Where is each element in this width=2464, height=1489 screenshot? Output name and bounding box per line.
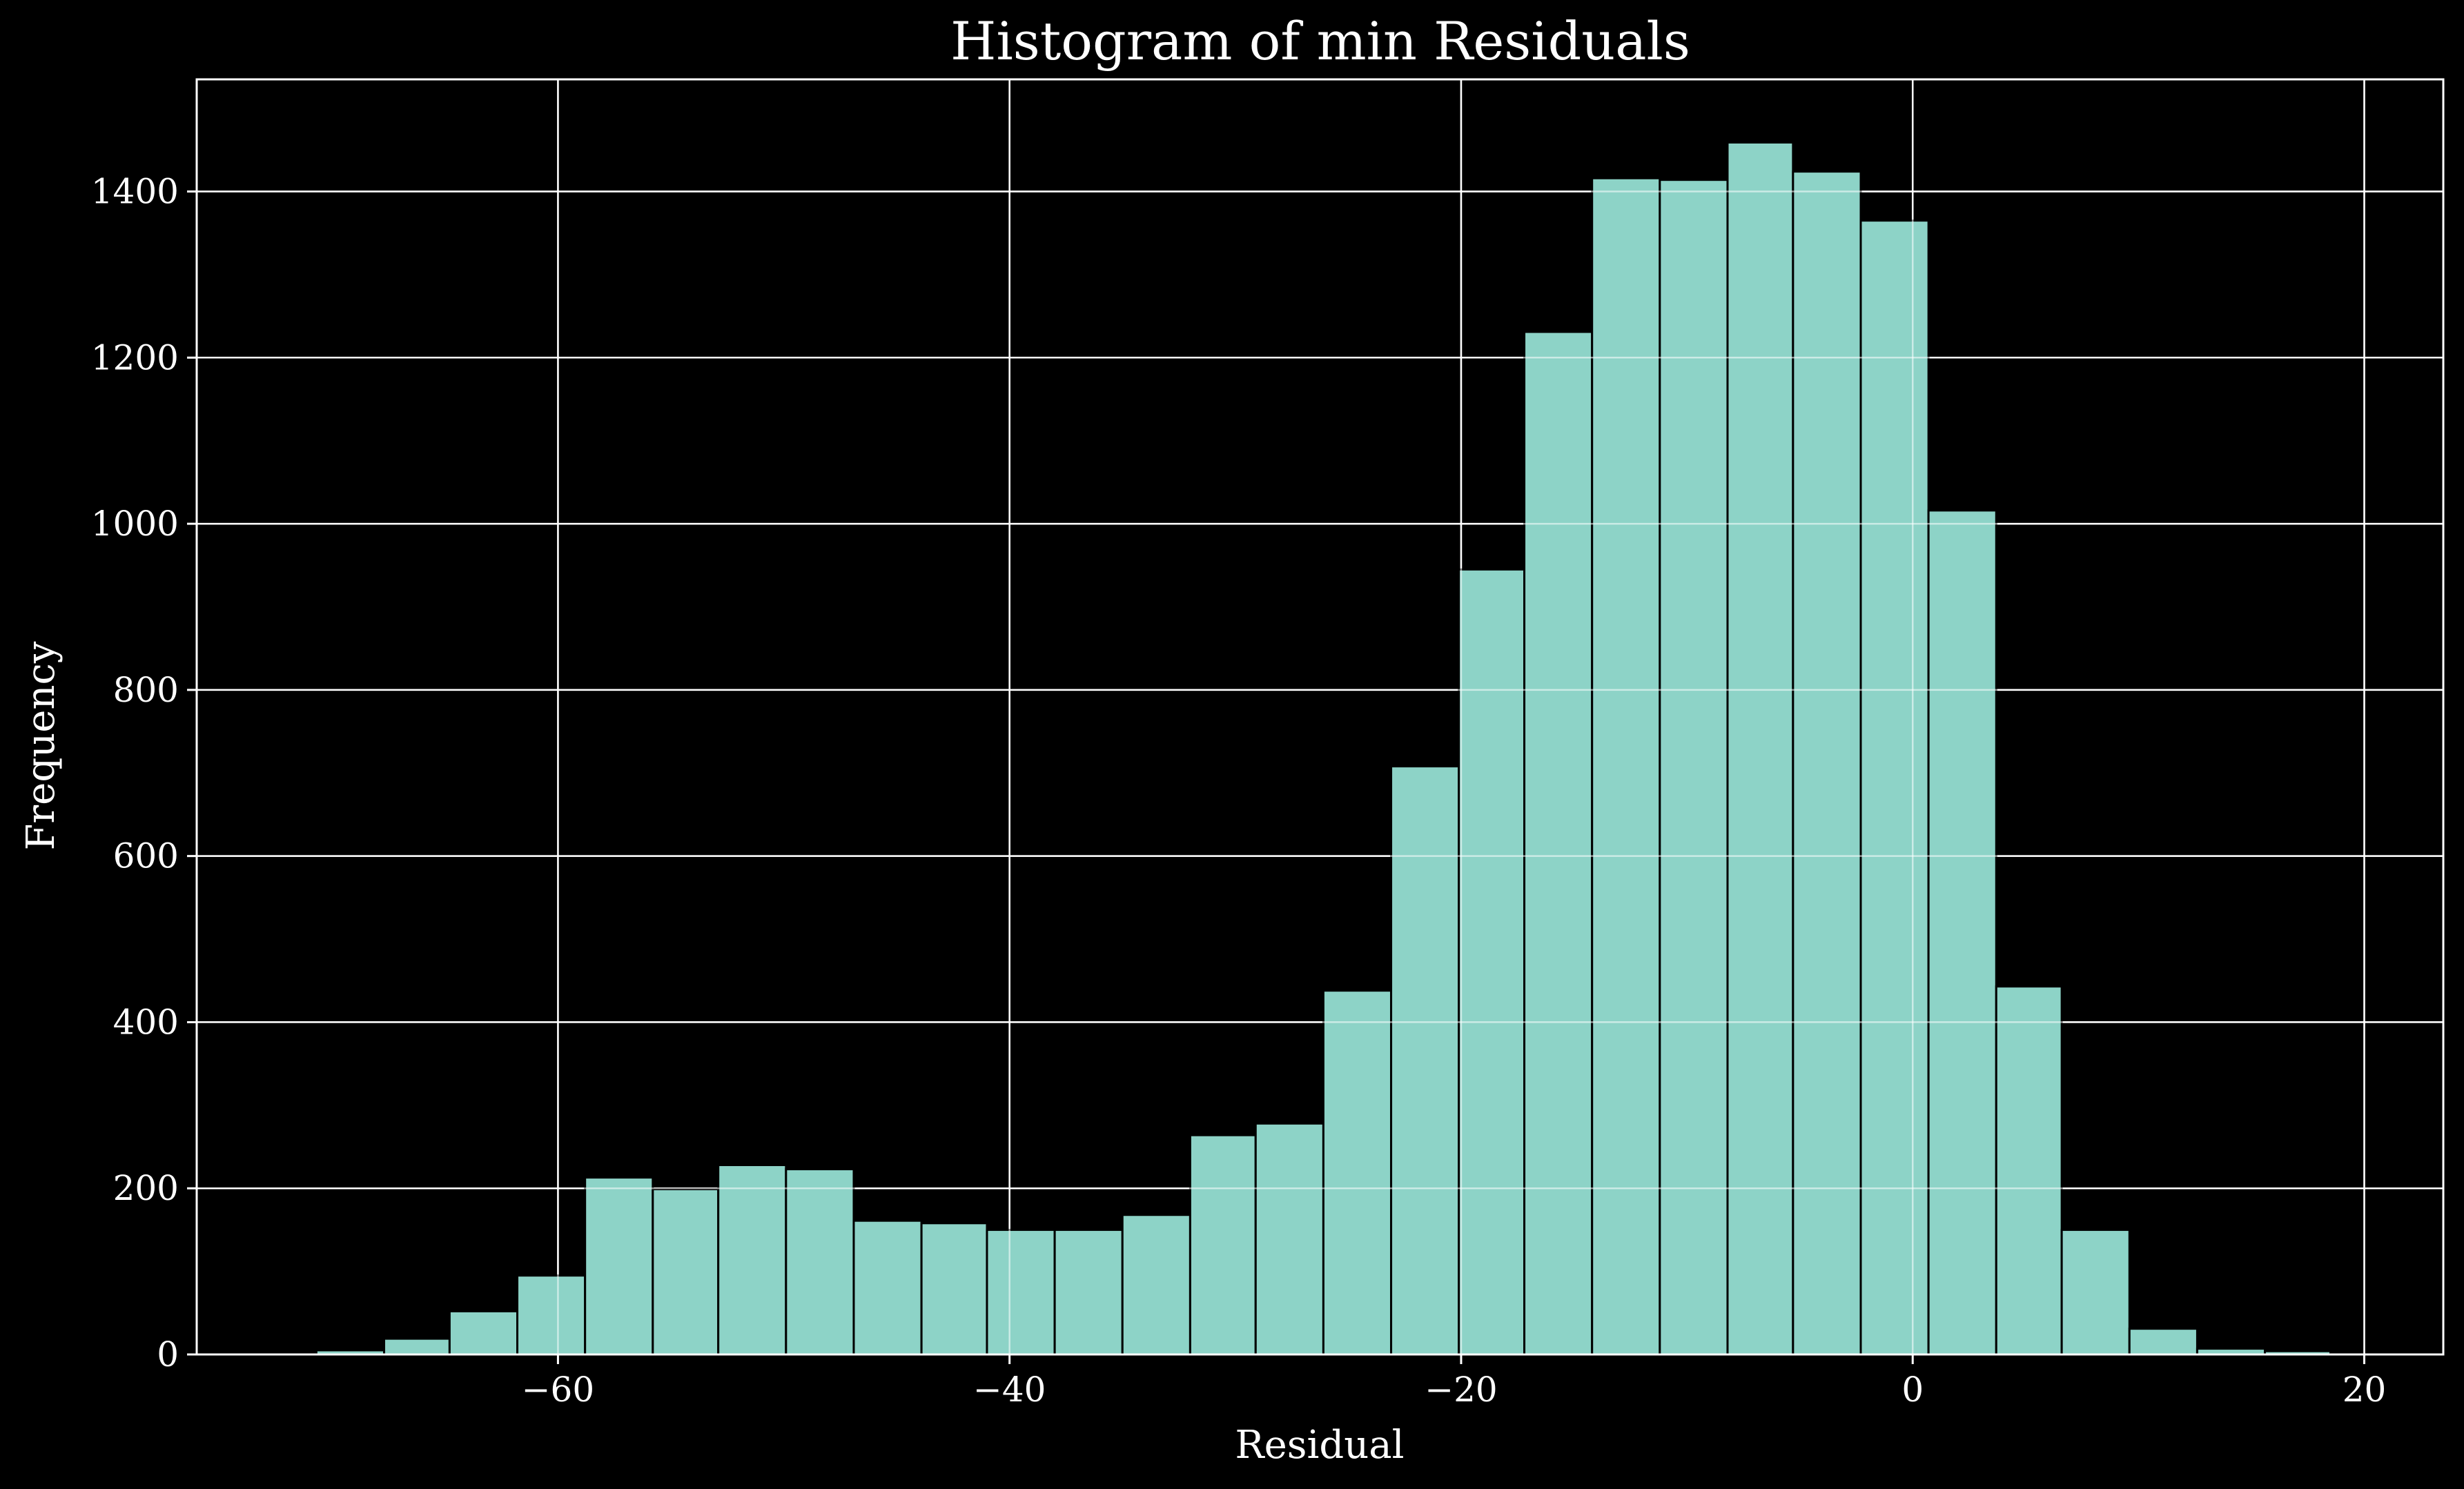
histogram-bar	[1927, 509, 1997, 1356]
y-tick-label: 0	[157, 1334, 179, 1374]
histogram-bar	[1726, 141, 1795, 1356]
y-tick-label: 1200	[91, 337, 179, 377]
histogram-bar	[516, 1274, 587, 1356]
histogram-bar	[1189, 1134, 1257, 1356]
histogram-bar	[1659, 179, 1729, 1356]
histogram-bar	[717, 1164, 788, 1356]
histogram-bar	[1859, 219, 1930, 1356]
x-tick-label: −20	[1425, 1370, 1498, 1410]
y-tick-label: 1400	[91, 172, 179, 212]
y-tick-label: 1000	[91, 504, 179, 544]
histogram-bar	[1591, 177, 1661, 1356]
histogram-bar	[1121, 1214, 1191, 1356]
histogram-bar	[785, 1168, 855, 1356]
histogram-bar	[2060, 1228, 2131, 1356]
histogram-bar	[1322, 989, 1393, 1356]
histogram-bar	[920, 1222, 988, 1356]
histogram-bar	[1995, 985, 2063, 1356]
x-tick-label: −60	[522, 1370, 595, 1410]
plot-frame	[195, 78, 2445, 1356]
histogram-bar	[1458, 568, 1526, 1356]
histogram-bar	[986, 1228, 1056, 1356]
bars	[315, 141, 2331, 1356]
histogram-bar	[584, 1176, 654, 1356]
y-tick-label: 200	[113, 1168, 179, 1208]
x-tick-label: −40	[973, 1370, 1046, 1410]
histogram-bar	[1254, 1122, 1324, 1356]
histogram-bar	[1792, 170, 1862, 1356]
histogram-bar	[448, 1310, 519, 1356]
histogram-bar	[652, 1187, 720, 1356]
histogram-bar	[1523, 331, 1594, 1356]
y-tick-label: 600	[113, 836, 179, 876]
x-tick-label: 20	[2343, 1370, 2387, 1410]
histogram-bar	[1053, 1228, 1124, 1356]
y-tick-label: 800	[113, 670, 179, 710]
histogram-bar	[383, 1337, 451, 1356]
x-tick-label: 0	[1901, 1370, 1924, 1410]
y-tick-label: 400	[113, 1002, 179, 1042]
chart-title: Histogram of min Residuals	[950, 10, 1690, 72]
histogram-bar	[852, 1219, 923, 1356]
histogram-bar	[1390, 765, 1460, 1356]
histogram-bar	[2128, 1328, 2198, 1356]
y-axis-label: Frequency	[19, 641, 63, 850]
x-axis-label: Residual	[1235, 1423, 1404, 1468]
